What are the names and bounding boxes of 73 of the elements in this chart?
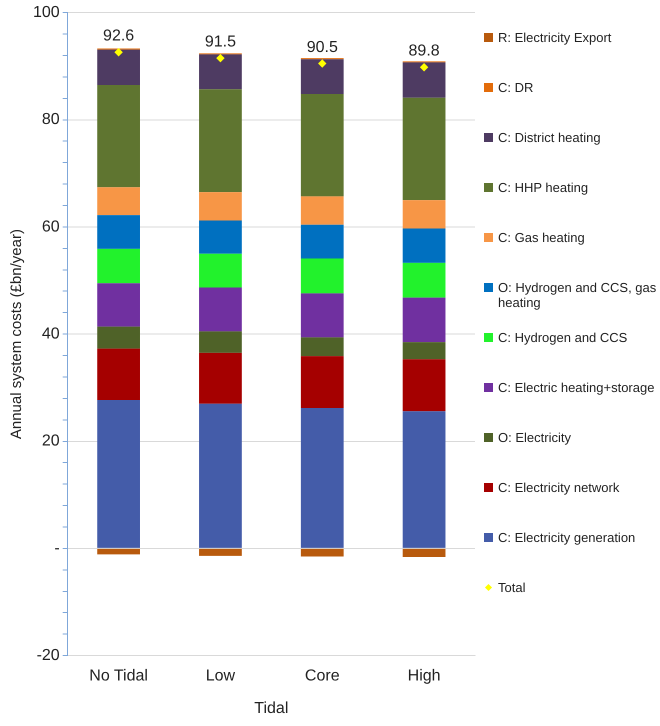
bar bbox=[97, 326, 140, 349]
bar bbox=[199, 404, 242, 548]
bar bbox=[199, 192, 242, 221]
bar bbox=[402, 411, 446, 548]
legend-label: C: Electric heating+storage bbox=[498, 380, 654, 395]
legend-label: R: Electricity Export bbox=[498, 30, 612, 45]
bar bbox=[97, 348, 140, 400]
legend-label: C: Electricity network bbox=[498, 480, 620, 495]
x-tick-label: High bbox=[408, 668, 441, 685]
legend-label: O: Electricity bbox=[498, 430, 571, 445]
bar bbox=[402, 548, 446, 558]
bar bbox=[199, 54, 242, 90]
legend-label: C: Gas heating bbox=[498, 230, 585, 245]
y-tick-label: 100 bbox=[32, 4, 60, 22]
bar bbox=[199, 89, 242, 192]
bar bbox=[97, 283, 140, 327]
bar bbox=[300, 258, 344, 294]
bar bbox=[199, 220, 242, 254]
bar bbox=[300, 548, 344, 556]
x-axis-title: Tidal bbox=[254, 700, 288, 717]
bar bbox=[402, 262, 446, 298]
y-tick-label: 80 bbox=[42, 111, 60, 128]
bar bbox=[199, 352, 242, 404]
data-label: 92.6 bbox=[103, 28, 134, 45]
x-tick-label: No Tidal bbox=[89, 668, 148, 685]
legend-label: O: Hydrogen and CCS, gas heating bbox=[498, 280, 658, 310]
bar bbox=[300, 94, 344, 196]
bar bbox=[97, 248, 140, 284]
bar bbox=[402, 342, 446, 360]
bar bbox=[402, 98, 446, 200]
y-tick-label: -20 bbox=[36, 647, 60, 664]
bar bbox=[300, 59, 344, 94]
bar bbox=[300, 293, 344, 338]
y-tick-label: 40 bbox=[42, 326, 60, 343]
bar bbox=[97, 187, 140, 216]
y-tick-label: 60 bbox=[42, 218, 60, 236]
data-label: 90.5 bbox=[306, 38, 338, 56]
bar bbox=[402, 298, 446, 342]
bar bbox=[199, 548, 242, 556]
legend-label: Total bbox=[498, 580, 526, 595]
bar bbox=[402, 228, 446, 263]
data-label: 91.5 bbox=[204, 34, 236, 51]
bar bbox=[97, 548, 140, 554]
bar bbox=[402, 200, 446, 229]
x-tick-label: Low bbox=[206, 668, 236, 685]
bar bbox=[97, 84, 140, 188]
point bbox=[420, 63, 428, 72]
bar bbox=[300, 356, 344, 408]
y-tick-label: - bbox=[54, 540, 60, 557]
point bbox=[114, 48, 123, 56]
legend-label: C: HHP heating bbox=[498, 180, 588, 195]
legend-label: C: DR bbox=[498, 80, 534, 95]
bar bbox=[402, 62, 446, 98]
bar bbox=[300, 408, 344, 548]
point bbox=[216, 54, 224, 62]
y-tick-label: 20 bbox=[42, 432, 60, 450]
bar bbox=[97, 50, 140, 85]
point bbox=[318, 60, 326, 68]
y-axis-title: Annual system costs (£bn/year) bbox=[8, 229, 26, 440]
bar bbox=[199, 254, 242, 288]
bar bbox=[97, 400, 140, 548]
bar bbox=[300, 337, 344, 356]
bar bbox=[199, 287, 242, 332]
bar bbox=[300, 196, 344, 225]
legend-label: C: District heating bbox=[498, 130, 601, 145]
bar bbox=[402, 359, 446, 412]
bar bbox=[97, 215, 140, 249]
legend-label: C: Electricity generation bbox=[498, 530, 636, 545]
legend-label: C: Hydrogen and CCS bbox=[498, 330, 628, 345]
bar bbox=[300, 224, 344, 259]
x-tick-label: Core bbox=[304, 668, 340, 685]
bar bbox=[199, 331, 242, 353]
data-label: 89.8 bbox=[408, 42, 440, 60]
